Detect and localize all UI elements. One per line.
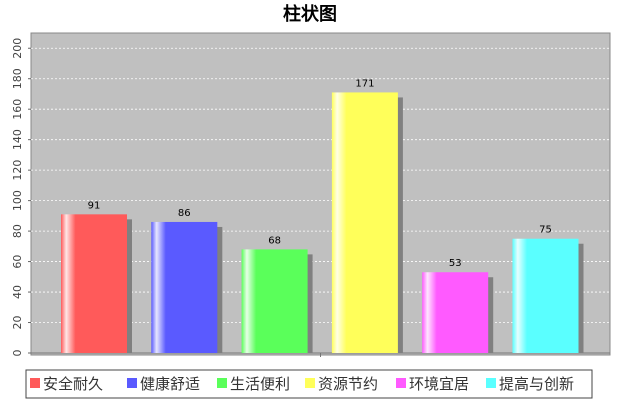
y-tick-label: 40 xyxy=(11,285,24,299)
legend-label: 环境宜居 xyxy=(409,375,469,393)
legend-label: 提高与创新 xyxy=(499,375,574,393)
data-label: 91 xyxy=(88,200,101,211)
legend-swatch xyxy=(217,378,227,388)
bars xyxy=(61,92,584,353)
data-label: 86 xyxy=(178,208,191,219)
y-tick-label: 180 xyxy=(11,68,24,89)
y-tick-label: 20 xyxy=(11,316,24,330)
data-label: 53 xyxy=(449,258,462,269)
y-tick-label: 120 xyxy=(11,160,24,181)
bar-1 xyxy=(61,214,127,353)
y-tick-label: 60 xyxy=(11,255,24,269)
legend-label: 生活便利 xyxy=(230,375,290,393)
bar-2 xyxy=(151,221,218,353)
legend-label: 资源节约 xyxy=(318,375,378,393)
data-label: 171 xyxy=(355,78,374,89)
y-tick-label: 140 xyxy=(11,129,24,150)
legend-swatch xyxy=(30,378,40,388)
y-tick-label: 100 xyxy=(11,190,24,211)
legend-swatch xyxy=(305,378,315,388)
legend-swatch xyxy=(127,378,137,388)
chart-title: 柱状图 xyxy=(283,3,337,25)
y-tick-label: 160 xyxy=(11,99,24,120)
y-tick-label: 200 xyxy=(11,38,24,59)
legend-label: 安全耐久 xyxy=(43,375,103,393)
bar-5 xyxy=(422,272,489,353)
data-label: 68 xyxy=(268,235,281,246)
legend-items: 安全耐久 健康舒适 生活便利 资源节约 环境宜居 提高与创新 xyxy=(30,375,574,393)
legend-swatch xyxy=(396,378,406,388)
y-tick-label: 80 xyxy=(11,224,24,238)
legend-swatch xyxy=(486,378,496,388)
legend-label: 健康舒适 xyxy=(140,375,200,393)
data-labels: 91 86 68 171 53 75 xyxy=(88,78,552,269)
y-tick-label: 0 xyxy=(11,350,24,357)
bar-6 xyxy=(512,238,579,353)
bar-3 xyxy=(241,249,308,353)
bar-4 xyxy=(331,92,398,353)
data-label: 75 xyxy=(539,225,552,236)
